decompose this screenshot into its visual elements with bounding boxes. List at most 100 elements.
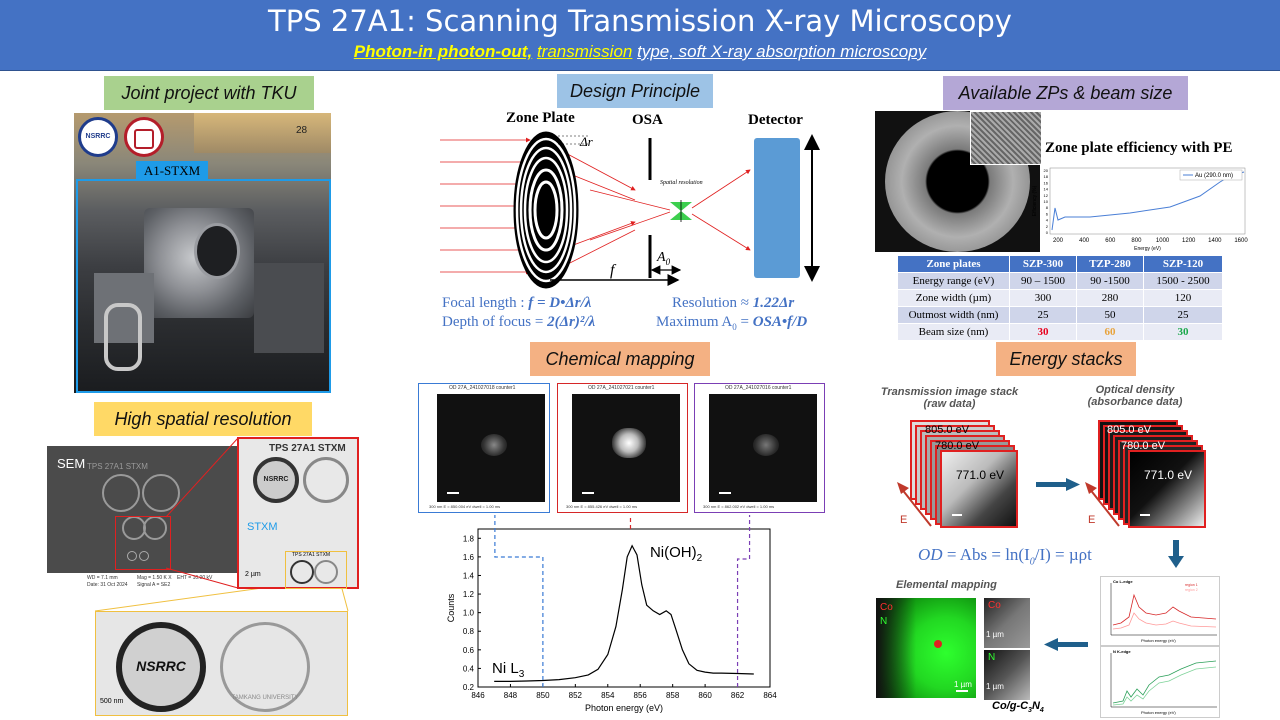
od-stack: 805.0 eV 780.0 eV 771.0 eV bbox=[1093, 420, 1213, 535]
co-map: Co 1 µm bbox=[984, 598, 1030, 648]
stxm-logo-nsrrc: NSRRC bbox=[253, 457, 299, 503]
eff-x-tick-label: 1000 bbox=[1156, 238, 1170, 244]
spectrum-line bbox=[494, 544, 754, 682]
annotation-ni-oh2: Ni(OH)2 bbox=[650, 544, 703, 564]
material-label: Co/g-C3N4 bbox=[992, 700, 1044, 715]
zp-col-header: SZP-300 bbox=[1009, 255, 1077, 273]
page-title: TPS 27A1: Scanning Transmission X-ray Mi… bbox=[268, 4, 1012, 38]
eff-y-tick-label: 8 bbox=[1046, 205, 1049, 210]
y-tick-label: 0.6 bbox=[463, 646, 475, 655]
y-tick-label: 1.6 bbox=[463, 553, 475, 562]
eff-x-tick-label: 800 bbox=[1131, 238, 1142, 244]
y-tick-label: 1.2 bbox=[463, 590, 475, 599]
section-label-zps: Available ZPs & beam size bbox=[943, 76, 1188, 110]
map-panel-2: OD 27A_241027021 counter1 300 nm E = 855… bbox=[557, 383, 688, 513]
map-image-3 bbox=[709, 394, 817, 502]
eff-y-tick-label: 20 bbox=[1044, 168, 1049, 173]
arrow-raw-to-od bbox=[1036, 478, 1080, 491]
eff-y-label: Efficiency (%) bbox=[1032, 185, 1038, 216]
zp-efficiency-title: Zone plate efficiency with PE bbox=[1045, 140, 1233, 156]
eff-x-tick-label: 1400 bbox=[1208, 238, 1222, 244]
delta-r-label: Δr bbox=[580, 134, 593, 149]
raw-front-image: 771.0 eV bbox=[940, 450, 1018, 528]
eff-x-tick-label: 1200 bbox=[1182, 238, 1196, 244]
n-map: N 1 µm bbox=[984, 650, 1030, 700]
stxm-text: TPS 27A1 STXM bbox=[269, 443, 346, 454]
subtitle-part3: type, soft X-ray absorption microscopy bbox=[637, 42, 927, 61]
n-spectrum: N K-edge Photon energy (eV) bbox=[1100, 646, 1220, 718]
table-row: Zone width (µm) 300 280 120 bbox=[897, 289, 1223, 307]
od-front-image: 771.0 eV bbox=[1128, 450, 1206, 528]
energy-label-raw: E bbox=[900, 514, 908, 526]
table-row: Energy range (eV) 90 – 1500 90 -1500 1500 -… bbox=[897, 272, 1223, 290]
sem-image: SEM TPS 27A1 STXM WD = 7.1 mm Mag = 1.50… bbox=[47, 446, 237, 591]
energy-label-od: E bbox=[1088, 514, 1096, 526]
depth-of-focus-text: Depth of focus = 2(Δr)²/λ bbox=[442, 314, 596, 330]
zoom-image: NSRRC TAMKANG UNIVERSITY 500 nm bbox=[95, 611, 348, 716]
eff-y-tick-label: 6 bbox=[1046, 211, 1049, 216]
composite-map: Co N 1 µm bbox=[876, 598, 976, 698]
a0-label: A0 bbox=[657, 250, 671, 267]
zone-plate-sem-image bbox=[875, 111, 1042, 252]
x-tick-label: 858 bbox=[666, 691, 680, 700]
plot-frame bbox=[477, 528, 771, 688]
map-panel-3: OD 27A_241027016 counter1 300 nm E = 862… bbox=[694, 383, 825, 513]
energy-arrow-raw bbox=[897, 482, 932, 527]
zp-col-header: TZP-280 bbox=[1076, 255, 1144, 273]
tku-logo bbox=[124, 117, 164, 157]
co-spectrum: Co L-edge region 1 region 2 Photon energ… bbox=[1100, 576, 1220, 646]
page-subtitle: Photon-in photon-out, transmission type,… bbox=[0, 42, 1280, 62]
eff-x-tick-label: 200 bbox=[1053, 238, 1064, 244]
stxm-image: TPS 27A1 STXM NSRRC STXM TPS 27A1 STXM 2… bbox=[237, 437, 359, 589]
x-tick-label: 854 bbox=[601, 691, 615, 700]
sem-info-bar: WD = 7.1 mm Mag = 1.50 K X EHT = 10.00 k… bbox=[47, 573, 237, 591]
x-tick-label: 864 bbox=[763, 691, 777, 700]
eff-legend-label: Au (290.0 nm) bbox=[1195, 173, 1233, 179]
xas-chart: 846 848 850 852 854 856 858 860 862 864 0.2 0.4 0.6 0… bbox=[446, 515, 777, 713]
x-tick-label: 846 bbox=[471, 691, 485, 700]
y-tick-label: 1.4 bbox=[463, 571, 475, 580]
x-tick-label: 860 bbox=[698, 691, 712, 700]
x-tick-label: 862 bbox=[731, 691, 745, 700]
eff-x-tick-label: 600 bbox=[1105, 238, 1116, 244]
y-tick-label: 0.8 bbox=[463, 627, 475, 636]
sem-text: TPS 27A1 STXM bbox=[87, 462, 148, 471]
x-tick-label: 852 bbox=[569, 691, 583, 700]
subtitle-part2: transmission bbox=[536, 42, 633, 61]
marker-line-3 bbox=[736, 515, 751, 687]
zoom-logo-tku: TAMKANG UNIVERSITY bbox=[220, 622, 310, 712]
detector-label: Detector bbox=[748, 112, 803, 128]
map-image-1 bbox=[437, 394, 545, 502]
y-tick-label: 0.2 bbox=[463, 683, 475, 692]
f-label: f bbox=[610, 262, 615, 279]
eff-y-tick-label: 0 bbox=[1046, 230, 1049, 235]
stxm-photo: 28 A1-STXM NSRRC bbox=[74, 113, 331, 393]
stxm-scale: 2 µm bbox=[245, 571, 261, 578]
design-diagram bbox=[440, 131, 820, 289]
x-tick-label: 856 bbox=[634, 691, 648, 700]
zp-col-header: SZP-120 bbox=[1143, 255, 1223, 273]
y-tick-label: 0.4 bbox=[463, 664, 475, 673]
eff-y-tick-label: 14 bbox=[1044, 187, 1049, 192]
eff-y-tick-label: 4 bbox=[1046, 218, 1049, 223]
zp-col-header: Zone plates bbox=[897, 255, 1010, 273]
subtitle-part1: Photon-in photon-out, bbox=[353, 42, 533, 61]
x-tick-label: 848 bbox=[504, 691, 518, 700]
spatial-resolution-label: Spatial resolution bbox=[660, 180, 703, 186]
eff-y-tick-label: 10 bbox=[1044, 199, 1049, 204]
y-axis-label: Counts bbox=[446, 593, 456, 622]
energy-arrow-od bbox=[1085, 482, 1120, 527]
table-row: Beam size (nm) 30 60 30 bbox=[897, 323, 1223, 341]
map-image-2 bbox=[572, 394, 680, 502]
header-banner bbox=[0, 0, 1280, 71]
stxm-label: STXM bbox=[247, 521, 278, 533]
y-tick-label: 1.8 bbox=[463, 534, 475, 543]
eff-y-tick-label: 18 bbox=[1044, 174, 1049, 179]
osa-label: OSA bbox=[632, 112, 663, 128]
section-label-joint: Joint project with TKU bbox=[104, 76, 314, 110]
section-label-highres: High spatial resolution bbox=[94, 402, 312, 436]
od-stack-title: Optical density (absorbance data) bbox=[1087, 384, 1183, 408]
elemental-mapping-title: Elemental mapping bbox=[896, 579, 997, 591]
section-label-energy: Energy stacks bbox=[996, 342, 1136, 376]
eff-x-tick-label: 1600 bbox=[1234, 238, 1248, 244]
